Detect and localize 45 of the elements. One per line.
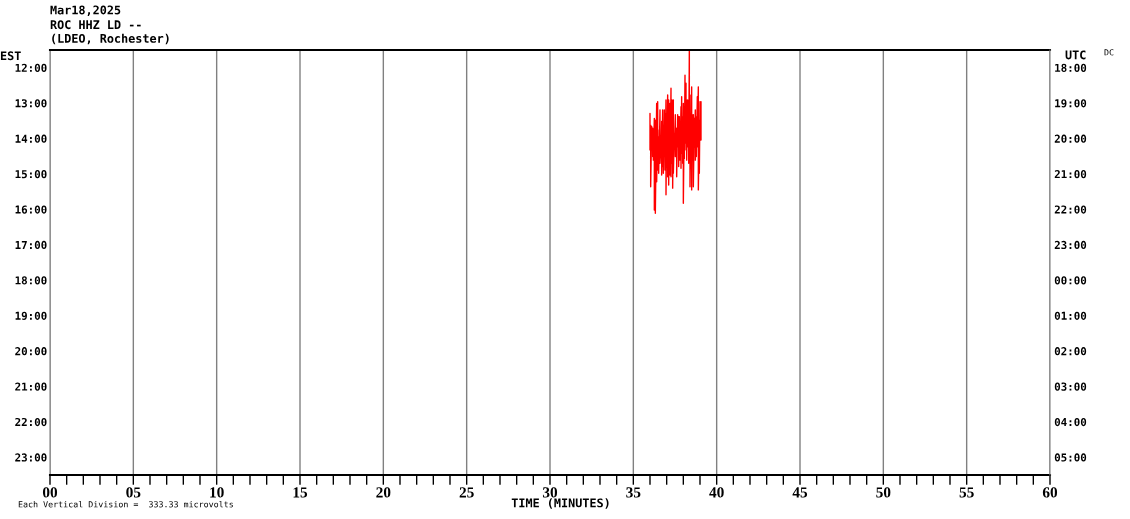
x-tick-label: 35 xyxy=(626,487,641,498)
x-tick-label: 40 xyxy=(709,487,724,498)
y2-tick-label: 20:00 xyxy=(1054,134,1087,143)
y2-tick-label: 19:00 xyxy=(1055,99,1087,108)
x-tick-label: 45 xyxy=(792,487,808,498)
y-tick-label: 23:00 xyxy=(15,453,47,462)
chart-title: Mar18,2025 xyxy=(50,5,121,16)
text: DC xyxy=(1104,49,1114,56)
chart-subtitle: ROC HHZ LD -- (LDEO, Rochester) xyxy=(50,20,169,45)
y-tick-label: 14:00 xyxy=(15,134,47,143)
line-series xyxy=(649,49,702,214)
y-tick-label: 17:00 xyxy=(15,240,47,250)
y2-tick-label: 05:00 xyxy=(1054,453,1087,462)
y2-tick-label: 01:00 xyxy=(1054,311,1087,320)
y2-tick-label: 22:00 xyxy=(1054,205,1087,214)
y2-tick-label: 21:00 xyxy=(1054,170,1087,179)
y-tick-label: 15:00 xyxy=(15,170,47,179)
x-tick-label: 20 xyxy=(376,487,391,498)
x-tick-label: 10 xyxy=(210,487,224,498)
text: Each Vertical Division = 333.33 microvolts xyxy=(18,500,233,508)
y-tick-label: 18:00 xyxy=(15,276,47,285)
y-axis-title: EST xyxy=(0,51,21,61)
y2-tick-label: 04:00 xyxy=(1054,417,1087,427)
x-tick-label: 55 xyxy=(959,487,974,498)
x-tick-label: 25 xyxy=(459,487,474,498)
x-axis-title: TIME (MINUTES) xyxy=(511,498,609,509)
y2-tick-label: 18:00 xyxy=(1055,63,1087,72)
x-tick-label: 05 xyxy=(126,487,141,498)
y2-tick-label: 00:00 xyxy=(1054,276,1087,285)
x-tick-label: 15 xyxy=(293,487,308,498)
y-tick-label: 13:00 xyxy=(15,99,47,108)
y-tick-label: 21:00 xyxy=(15,382,47,391)
y-tick-label: 16:00 xyxy=(15,205,47,214)
x-tick-label: 60 xyxy=(1042,487,1058,498)
x-tick-label: 30 xyxy=(542,487,558,498)
y2-tick-label: 02:00 xyxy=(1054,347,1087,356)
y-tick-label: 12:00 xyxy=(15,63,47,72)
y-tick-label: 19:00 xyxy=(15,311,47,320)
y2-axis-title: UTC xyxy=(1065,50,1086,60)
y-tick-label: 22:00 xyxy=(15,417,47,427)
x-tick-label: 50 xyxy=(876,487,891,498)
y-tick-label: 20:00 xyxy=(15,347,47,356)
y2-tick-label: 03:00 xyxy=(1054,382,1087,391)
y2-tick-label: 23:00 xyxy=(1054,240,1087,250)
x-tick-label: 00 xyxy=(42,487,58,498)
